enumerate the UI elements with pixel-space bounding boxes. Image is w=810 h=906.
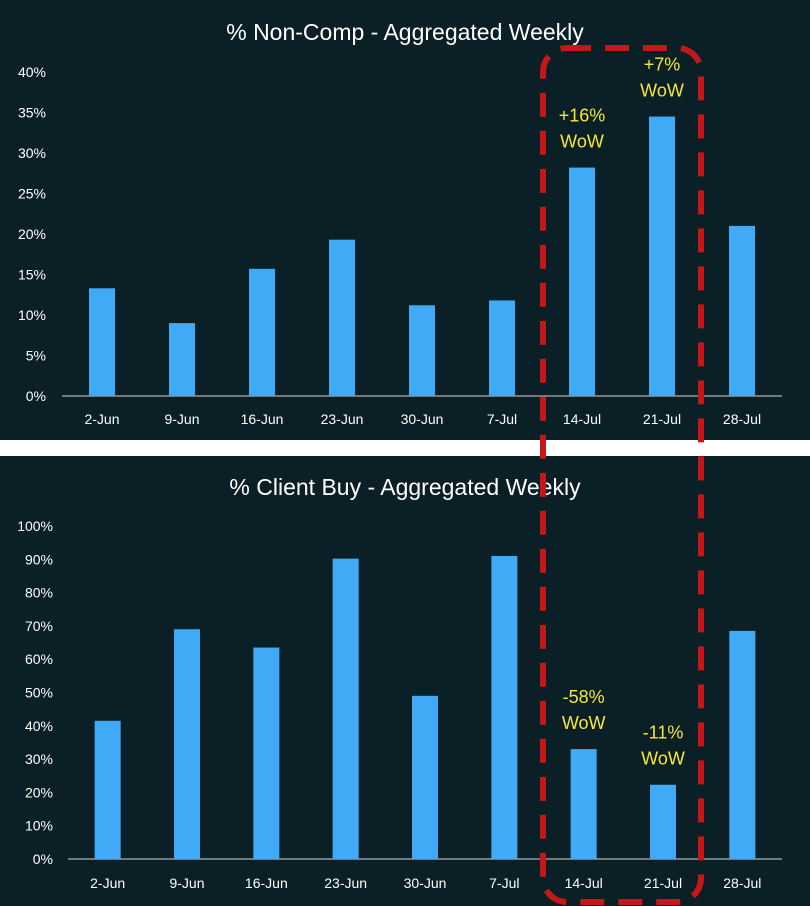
chart1-x-tick-label: 16-Jun xyxy=(241,411,284,427)
chart1-y-tick-label: 20% xyxy=(18,226,46,242)
chart1-bar-30-jun xyxy=(409,305,435,396)
chart1-y-tick-label: 30% xyxy=(18,145,46,161)
chart1-annotation-21-jul: WoW xyxy=(640,81,684,101)
chart1-title: % Non-Comp - Aggregated Weekly xyxy=(226,19,584,45)
chart2-x-tick-label: 16-Jun xyxy=(245,875,288,891)
chart2-y-tick-label: 10% xyxy=(25,818,53,834)
chart1-bar-14-jul xyxy=(569,167,595,396)
chart2-annotation-14-jul: -58% xyxy=(563,687,605,707)
chart1-y-tick-label: 5% xyxy=(26,348,46,364)
chart1-y-tick-label: 35% xyxy=(18,105,46,121)
chart1-annotation-14-jul: WoW xyxy=(560,132,604,152)
chart2-y-tick-label: 60% xyxy=(25,651,53,667)
chart1-bar-7-jul xyxy=(489,300,515,396)
chart2-y-tick-label: 100% xyxy=(17,518,53,534)
chart2-x-tick-label: 28-Jul xyxy=(723,875,761,891)
chart2-bar-28-jul xyxy=(729,630,756,859)
chart2-annotation-21-jul: WoW xyxy=(641,749,685,769)
chart2-bar-21-jul xyxy=(650,784,676,859)
chart1-bar-2-jun xyxy=(89,288,115,396)
chart1-annotation-14-jul: +16% xyxy=(559,106,606,126)
chart2-x-tick-label: 7-Jul xyxy=(489,875,519,891)
chart1-annotation-21-jul: +7% xyxy=(644,55,681,75)
chart1-y-tick-label: 25% xyxy=(18,186,46,202)
chart2-y-tick-label: 80% xyxy=(25,585,53,601)
chart2-bar-9-jun xyxy=(174,629,200,859)
chart2-x-tick-label: 14-Jul xyxy=(565,875,603,891)
chart2-y-tick-label: 30% xyxy=(25,751,53,767)
chart2-x-tick-label: 2-Jun xyxy=(90,875,125,891)
chart2-bar-30-jun xyxy=(412,695,438,859)
chart2-y-tick-label: 40% xyxy=(25,718,53,734)
chart2-y-tick-label: 70% xyxy=(25,618,53,634)
chart2-x-tick-label: 30-Jun xyxy=(404,875,447,891)
chart1-x-tick-label: 2-Jun xyxy=(84,411,119,427)
chart2-annotation-21-jul: -11% xyxy=(643,723,684,743)
chart1-x-tick-label: 23-Jun xyxy=(321,411,364,427)
chart1-x-tick-label: 28-Jul xyxy=(723,411,761,427)
chart2-bar-14-jul xyxy=(570,749,597,859)
chart1-bar-28-jul xyxy=(729,225,755,396)
chart2-y-tick-label: 0% xyxy=(33,851,53,867)
chart2-annotation-14-jul: WoW xyxy=(562,713,606,733)
chart1-panel-background xyxy=(0,0,810,440)
chart2-x-tick-label: 9-Jun xyxy=(169,875,204,891)
chart1-x-tick-label: 14-Jul xyxy=(563,411,601,427)
chart1-y-tick-label: 0% xyxy=(26,388,46,404)
chart1-y-tick-label: 15% xyxy=(18,267,46,283)
chart1-bar-9-jun xyxy=(169,323,195,396)
chart1-x-tick-label: 30-Jun xyxy=(401,411,444,427)
chart1-x-tick-label: 21-Jul xyxy=(643,411,681,427)
chart1-x-tick-label: 7-Jul xyxy=(487,411,517,427)
chart1-y-tick-label: 10% xyxy=(18,307,46,323)
chart2-x-tick-label: 23-Jun xyxy=(324,875,367,891)
chart1-bar-16-jun xyxy=(249,268,275,396)
highlight-dashed-box xyxy=(540,45,704,905)
chart1-x-tick-label: 9-Jun xyxy=(164,411,199,427)
chart2-x-tick-label: 21-Jul xyxy=(644,875,682,891)
chart2-bar-23-jun xyxy=(332,558,359,859)
chart2-bar-2-jun xyxy=(94,720,121,859)
chart2-title: % Client Buy - Aggregated Weekly xyxy=(229,474,581,500)
chart2-y-tick-label: 20% xyxy=(25,784,53,800)
chart2-y-tick-label: 50% xyxy=(25,685,53,701)
chart2-bar-16-jun xyxy=(253,647,280,859)
chart1-bar-21-jul xyxy=(649,116,675,397)
chart1-y-tick-label: 40% xyxy=(18,64,46,80)
chart2-panel-background xyxy=(0,456,810,906)
chart2-bar-7-jul xyxy=(491,555,518,859)
chart1-bar-23-jun xyxy=(329,239,355,396)
chart2-y-tick-label: 90% xyxy=(25,551,53,567)
